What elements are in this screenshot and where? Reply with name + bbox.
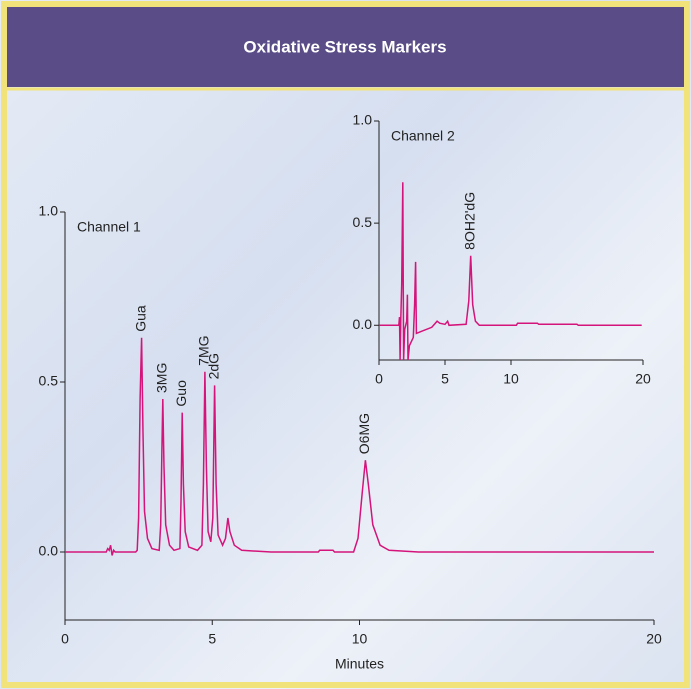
channel-label: Channel 2 [391,128,455,144]
x-tick-label: 5 [441,371,449,387]
chart-title: Oxidative Stress Markers [243,37,446,56]
y-tick-label: 0.5 [353,214,373,230]
trace [65,337,654,556]
x-tick-label: 20 [635,371,651,387]
x-tick-label: 10 [503,371,519,387]
y-tick-label: 1.0 [39,203,59,219]
x-tick-label: 5 [208,631,216,647]
x-tick-label: 0 [61,631,69,647]
x-tick-label: 20 [646,631,662,647]
y-tick-label: 0.0 [39,543,59,559]
peak-label: 2dG [205,353,221,379]
x-axis-label: Minutes [335,656,384,672]
y-tick-label: 0.0 [353,316,373,332]
peak-label: 8OH2'dG [461,192,477,250]
x-tick-label: 10 [352,631,368,647]
channel-label: Channel 1 [77,219,141,235]
y-tick-label: 1.0 [353,112,373,128]
y-tick-label: 0.5 [39,373,59,389]
peak-label: Gua [132,305,148,332]
peak-label: 7MG [196,335,212,365]
peak-label: Guo [173,380,189,407]
peak-label: 3MG [153,363,169,393]
x-tick-label: 0 [375,371,383,387]
peak-label: O6MG [356,413,372,454]
trace [379,182,642,361]
header-bar [7,7,684,87]
